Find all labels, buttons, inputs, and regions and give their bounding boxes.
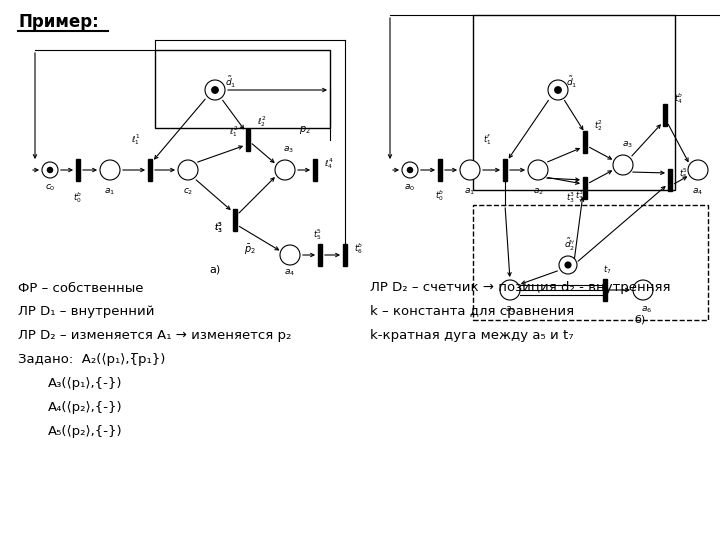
Circle shape	[42, 162, 58, 178]
Text: $t_1^f$: $t_1^f$	[482, 132, 491, 147]
Text: $c_2$: $c_2$	[183, 187, 193, 197]
Text: $t_3^3$: $t_3^3$	[215, 220, 224, 235]
Bar	[246, 129, 250, 151]
Bar	[343, 244, 347, 266]
Bar	[603, 279, 607, 301]
Bar	[473, 15, 675, 190]
Bar	[583, 177, 587, 199]
Circle shape	[688, 160, 708, 180]
Circle shape	[528, 160, 548, 180]
Bar	[668, 169, 672, 191]
Text: $\tilde{d}_1$: $\tilde{d}_1$	[225, 75, 237, 90]
Circle shape	[100, 160, 120, 180]
Text: k – константа для сравнения: k – константа для сравнения	[370, 306, 574, 319]
Circle shape	[613, 155, 633, 175]
Text: $t_6^b$: $t_6^b$	[354, 241, 364, 256]
Text: $\ell_1^2$: $\ell_1^2$	[230, 125, 238, 139]
Bar	[318, 244, 322, 266]
Circle shape	[500, 280, 520, 300]
Circle shape	[559, 256, 577, 274]
Circle shape	[275, 160, 295, 180]
Text: ЛР D₂ – изменяется A₁ → изменяется p₂: ЛР D₂ – изменяется A₁ → изменяется p₂	[18, 329, 292, 342]
Bar	[583, 131, 587, 153]
Text: $a_4$: $a_4$	[693, 187, 703, 197]
Text: $t_0^b$: $t_0^b$	[436, 188, 445, 204]
Text: A₅(⟨p₂⟩,{-}): A₅(⟨p₂⟩,{-})	[48, 426, 122, 438]
Circle shape	[212, 87, 218, 93]
Text: $a_5$: $a_5$	[505, 305, 516, 315]
Circle shape	[555, 87, 561, 93]
Text: $a_4$: $a_4$	[284, 268, 296, 278]
Text: Пример:: Пример:	[18, 13, 99, 31]
Circle shape	[280, 245, 300, 265]
Circle shape	[402, 162, 418, 178]
Circle shape	[633, 280, 653, 300]
Text: $t_5^5$: $t_5^5$	[313, 227, 323, 242]
Text: A₄(⟨p₂⟩,{-}): A₄(⟨p₂⟩,{-})	[48, 402, 122, 415]
Text: $c_0$: $c_0$	[45, 183, 55, 193]
Circle shape	[460, 160, 480, 180]
Text: $t_3^3$: $t_3^3$	[567, 191, 576, 205]
Text: $\tilde{d}_2''$: $\tilde{d}_2''$	[564, 237, 575, 253]
Text: б): б)	[634, 315, 646, 325]
Circle shape	[48, 167, 53, 173]
Text: $\ell_2^2$: $\ell_2^2$	[257, 114, 266, 130]
Text: $a_1$: $a_1$	[464, 187, 475, 197]
Text: $a_1$: $a_1$	[104, 187, 115, 197]
Text: $a_0$: $a_0$	[405, 183, 415, 193]
Text: $a_3$: $a_3$	[282, 145, 294, 156]
Bar	[663, 104, 667, 126]
Bar	[313, 159, 317, 181]
Circle shape	[408, 167, 413, 173]
Text: $a_6$: $a_6$	[642, 305, 652, 315]
Text: ЛР D₁ – внутренний: ЛР D₁ – внутренний	[18, 306, 155, 319]
Text: $\bar{p}_2$: $\bar{p}_2$	[244, 243, 256, 257]
Bar	[438, 159, 442, 181]
Text: $t_4^b$: $t_4^b$	[675, 92, 684, 106]
Text: $t_3^5$: $t_3^5$	[215, 220, 224, 235]
Circle shape	[205, 80, 225, 100]
Bar	[503, 159, 507, 181]
Text: $t_5^5$: $t_5^5$	[680, 166, 688, 181]
Text: $p_2$: $p_2$	[299, 124, 311, 136]
Text: а): а)	[210, 265, 220, 275]
Text: $t_7$: $t_7$	[603, 264, 611, 276]
Text: $\ell_1^1$: $\ell_1^1$	[131, 132, 140, 147]
Circle shape	[565, 262, 571, 268]
Text: $a_2$: $a_2$	[533, 187, 544, 197]
Text: $\tilde{d}_1$: $\tilde{d}_1$	[567, 75, 577, 90]
Bar	[148, 159, 152, 181]
Text: Задано:  A₂(⟨p₁⟩,{̅p₁}): Задано: A₂(⟨p₁⟩,{̅p₁})	[18, 354, 166, 367]
Circle shape	[548, 80, 568, 100]
Bar	[76, 159, 80, 181]
Text: $a_3$: $a_3$	[621, 140, 632, 150]
Text: $t_2^2$: $t_2^2$	[595, 119, 603, 133]
Text: A₃(⟨p₁⟩,{-}): A₃(⟨p₁⟩,{-})	[48, 377, 122, 390]
Circle shape	[178, 160, 198, 180]
Bar	[233, 209, 237, 231]
Text: ЛР D₂ – счетчик → позиция d₂ - внутренняя: ЛР D₂ – счетчик → позиция d₂ - внутрення…	[370, 281, 670, 294]
Text: $\ell_4^4$: $\ell_4^4$	[324, 157, 334, 172]
Text: $t_0^b$: $t_0^b$	[73, 191, 83, 205]
Text: ФР – собственные: ФР – собственные	[18, 281, 143, 294]
Text: k-кратная дуга между a₅ и t₇: k-кратная дуга между a₅ и t₇	[370, 329, 574, 342]
Bar	[473, 205, 708, 320]
Bar	[155, 50, 330, 128]
Text: $t_3^3$: $t_3^3$	[575, 188, 585, 204]
